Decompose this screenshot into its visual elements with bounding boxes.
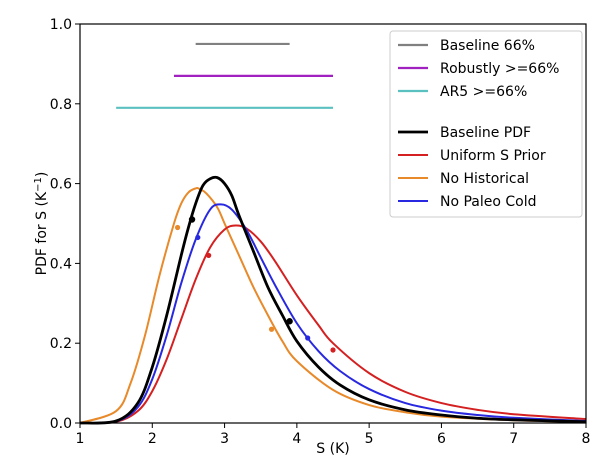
y-tick-label-2: 0.4	[50, 256, 72, 272]
legend-label-7: No Paleo Cold	[440, 194, 537, 210]
x-axis-label: S (K)	[316, 441, 349, 457]
y-tick-label-3: 0.6	[50, 177, 72, 193]
x-tick-label-0: 1	[76, 431, 85, 447]
legend: Baseline 66% Robustly >=66% AR5 >=66% Basel…	[389, 30, 583, 218]
x-tick-label-3: 4	[292, 431, 301, 447]
y-tick-label-1: 0.2	[50, 336, 72, 352]
x-tick-label-2: 3	[220, 431, 229, 447]
y-axis-label-close: )	[34, 172, 50, 177]
series-marker-0-1	[286, 318, 293, 325]
series-marker-3-1	[305, 335, 311, 341]
y-axis-label-main: PDF for S (K	[34, 191, 50, 275]
series-marker-2-1	[268, 326, 275, 332]
series-line-3	[79, 203, 587, 425]
legend-label-1: Robustly >=66%	[440, 61, 559, 77]
series-line-2	[79, 187, 587, 424]
axis-ticks: 1 2 3 4 5 6 7 8 0.0 0.2 0.4 0.6 0.8 1.0	[50, 17, 591, 447]
legend-label-4: Baseline PDF	[440, 125, 531, 141]
x-tick-label-1: 2	[148, 431, 157, 447]
plot-area	[79, 42, 587, 425]
y-axis-label: PDF for S (K−1)	[33, 172, 51, 276]
legend-label-5: Uniform S Prior	[440, 148, 546, 164]
x-tick-label-5: 6	[437, 431, 446, 447]
x-tick-label-7: 8	[582, 431, 591, 447]
y-axis-label-superscript: −1	[33, 177, 44, 192]
y-tick-label-4: 0.8	[50, 97, 72, 113]
legend-box	[389, 30, 583, 218]
y-tick-label-5: 1.0	[50, 17, 72, 33]
series-marker-0-0	[188, 216, 196, 223]
series-marker-1-0	[206, 252, 212, 259]
series-marker-1-1	[330, 347, 336, 353]
series-marker-2-0	[174, 224, 181, 231]
legend-label-2: AR5 >=66%	[440, 84, 527, 100]
series-line-0	[79, 175, 587, 425]
legend-items: Baseline 66% Robustly >=66% AR5 >=66% Basel…	[398, 38, 559, 210]
legend-label-6: No Historical	[440, 171, 529, 187]
axes-frame	[79, 23, 587, 424]
legend-label-0: Baseline 66%	[440, 38, 535, 54]
x-tick-label-6: 7	[509, 431, 518, 447]
series-line-1	[79, 224, 587, 425]
series-marker-3-0	[195, 234, 201, 241]
y-tick-label-0: 0.0	[50, 416, 72, 432]
x-tick-label-4: 5	[365, 431, 374, 447]
